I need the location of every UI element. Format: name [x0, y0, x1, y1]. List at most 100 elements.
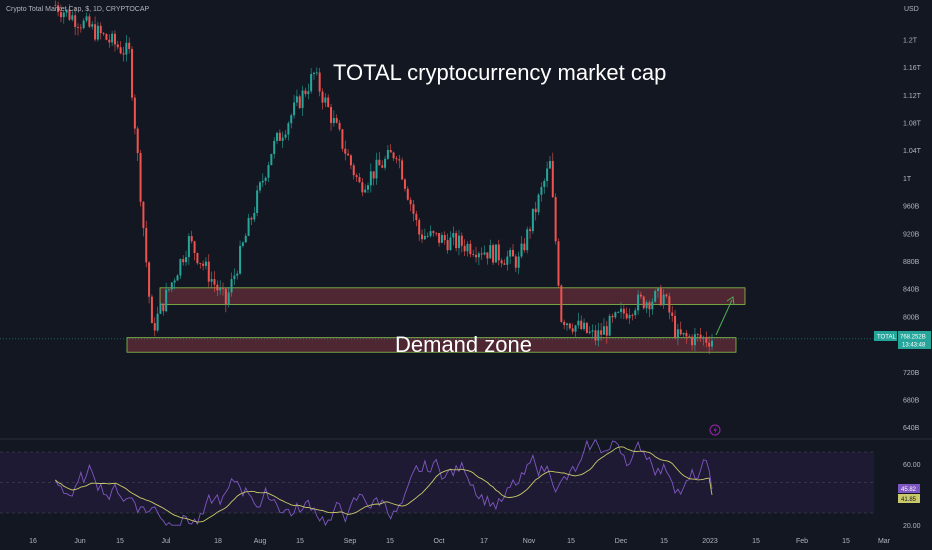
candle — [620, 302, 623, 319]
candle — [580, 315, 583, 331]
candle — [611, 313, 614, 323]
candle — [347, 149, 350, 156]
candle — [358, 172, 361, 183]
candle — [386, 145, 389, 161]
candle — [543, 178, 546, 194]
candle — [150, 294, 153, 324]
time-axis-label: 18 — [214, 538, 222, 545]
price-axis-label: 800B — [903, 314, 920, 321]
candle — [702, 335, 705, 346]
time-axis-label: 17 — [480, 538, 488, 545]
candle — [381, 160, 384, 169]
candle — [617, 310, 620, 314]
time-axis-label: Mar — [878, 538, 891, 545]
time-axis-label: 15 — [752, 538, 760, 545]
candle — [68, 4, 71, 22]
candle — [156, 306, 159, 333]
candle — [344, 140, 347, 161]
candle — [128, 37, 131, 54]
candle — [301, 85, 304, 116]
candle — [682, 332, 685, 338]
candle — [310, 68, 313, 94]
candle — [557, 238, 560, 288]
candle — [418, 217, 421, 241]
candle — [631, 313, 634, 321]
candle — [136, 126, 139, 161]
time-axis-label: 15 — [567, 538, 575, 545]
candle — [165, 282, 168, 313]
candle — [560, 284, 563, 324]
candle — [449, 231, 452, 251]
candle — [74, 7, 77, 36]
candle — [62, 10, 65, 24]
price-axis-label: 840B — [903, 287, 920, 294]
candle — [270, 153, 273, 166]
price-axis-label: 640B — [903, 425, 920, 432]
candle — [659, 284, 662, 307]
candle — [475, 246, 478, 263]
candle — [625, 307, 628, 320]
symbol-title[interactable]: Crypto Total Market Cap, $, 1D, CRYPTOCA… — [6, 6, 149, 13]
candle — [648, 300, 651, 318]
candle — [378, 152, 381, 166]
time-axis[interactable]: 16 Jun 15 Jul 18 Aug 15 Sep 15 Oct 17 Nov 15 Dec 15 202… — [29, 538, 891, 545]
candle — [304, 87, 307, 97]
flash-icon[interactable] — [709, 424, 721, 436]
candle — [91, 21, 94, 30]
candle — [210, 271, 213, 288]
candle — [99, 22, 102, 40]
candle — [477, 251, 480, 266]
price-axis-label: 880B — [903, 259, 920, 266]
candle — [523, 238, 526, 253]
candle — [520, 236, 523, 259]
candle — [131, 46, 134, 101]
candle — [145, 220, 148, 268]
candle — [369, 163, 372, 193]
resistance-zone[interactable] — [159, 287, 746, 305]
candle — [628, 308, 631, 324]
candle — [349, 154, 352, 170]
candle — [398, 154, 401, 169]
candle — [486, 252, 489, 265]
time-axis-label: 15 — [842, 538, 850, 545]
candle — [227, 287, 230, 308]
candle — [77, 23, 80, 36]
candle — [139, 150, 142, 207]
candle — [82, 18, 85, 30]
price-axis[interactable]: 1.2T 1.16T 1.12T 1.08T 1.04T 1T 960B 920B 880B 84… — [903, 37, 922, 432]
candle — [492, 243, 495, 265]
price-axis-label: 1.12T — [903, 93, 922, 100]
candle — [540, 182, 543, 202]
candle — [546, 161, 549, 188]
candle — [341, 128, 344, 152]
candle — [679, 321, 682, 336]
candle — [315, 67, 318, 76]
candle — [526, 226, 529, 254]
candle — [244, 233, 247, 243]
demand-zone[interactable] — [126, 337, 737, 353]
candle — [116, 40, 119, 50]
candle — [71, 11, 74, 22]
candle — [153, 317, 156, 337]
candle — [577, 312, 580, 329]
candle — [125, 35, 128, 62]
candle — [472, 249, 475, 257]
candle — [54, 0, 57, 7]
candle — [276, 131, 279, 145]
candle — [665, 293, 668, 298]
candle — [261, 173, 264, 188]
time-axis-label: 15 — [386, 538, 394, 545]
candle — [583, 318, 586, 332]
candle — [608, 313, 611, 337]
candle — [193, 240, 196, 261]
rsi-tags: 45.82 41.85 — [898, 484, 920, 503]
candle — [668, 292, 671, 320]
candle — [506, 250, 509, 271]
candle — [548, 155, 551, 169]
time-axis-label: Jun — [74, 538, 85, 545]
price-axis-label: 720B — [903, 370, 920, 377]
candle — [173, 278, 176, 290]
projection-arrow[interactable] — [715, 296, 735, 336]
candle — [241, 241, 244, 248]
